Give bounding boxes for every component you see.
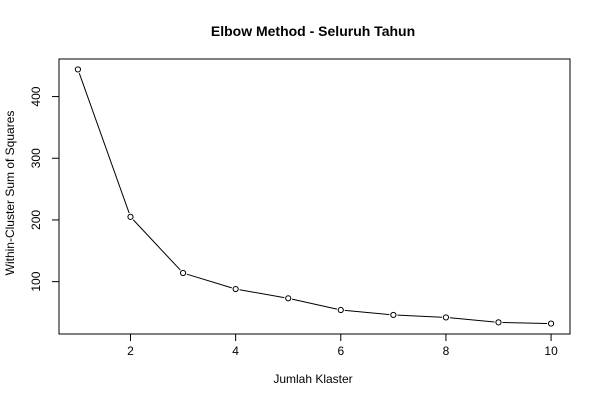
series-segment (502, 321, 548, 324)
series-segment (292, 298, 337, 310)
y-tick-label: 200 (29, 210, 43, 230)
data-point (442, 314, 450, 321)
data-point (74, 66, 82, 73)
x-axis: 2 4 6 8 10 (127, 333, 558, 358)
series-segment (397, 314, 442, 318)
data-point (127, 213, 134, 220)
data-point (390, 311, 397, 319)
x-tick-label: 10 (544, 344, 558, 358)
data-point (285, 295, 292, 302)
x-tick-label: 2 (127, 344, 134, 358)
data-point (547, 320, 555, 327)
x-axis-label: Jumlah Klaster (273, 372, 352, 386)
data-point (179, 269, 187, 277)
data-point (232, 285, 239, 293)
y-tick-label: 400 (29, 86, 43, 106)
series-segment (186, 273, 232, 289)
y-tick-label: 300 (29, 148, 43, 168)
x-tick-label: 6 (337, 344, 344, 358)
series-segment (132, 219, 181, 271)
y-axis: 100 200 300 400 (29, 86, 60, 292)
series-segment (78, 73, 130, 214)
data-point (495, 319, 502, 326)
series-segment (449, 317, 495, 323)
y-axis-label: Within-Cluster Sum of Squares (3, 111, 17, 276)
plot-frame (58, 58, 571, 335)
x-tick-label: 4 (232, 344, 239, 358)
series-segment (344, 309, 390, 316)
y-tick-label: 100 (29, 271, 43, 291)
chart-title: Elbow Method - Seluruh Tahun (211, 23, 415, 39)
data-point (337, 306, 344, 314)
series-segment (239, 289, 285, 299)
series-layer (74, 66, 555, 327)
x-tick-label: 8 (443, 344, 450, 358)
